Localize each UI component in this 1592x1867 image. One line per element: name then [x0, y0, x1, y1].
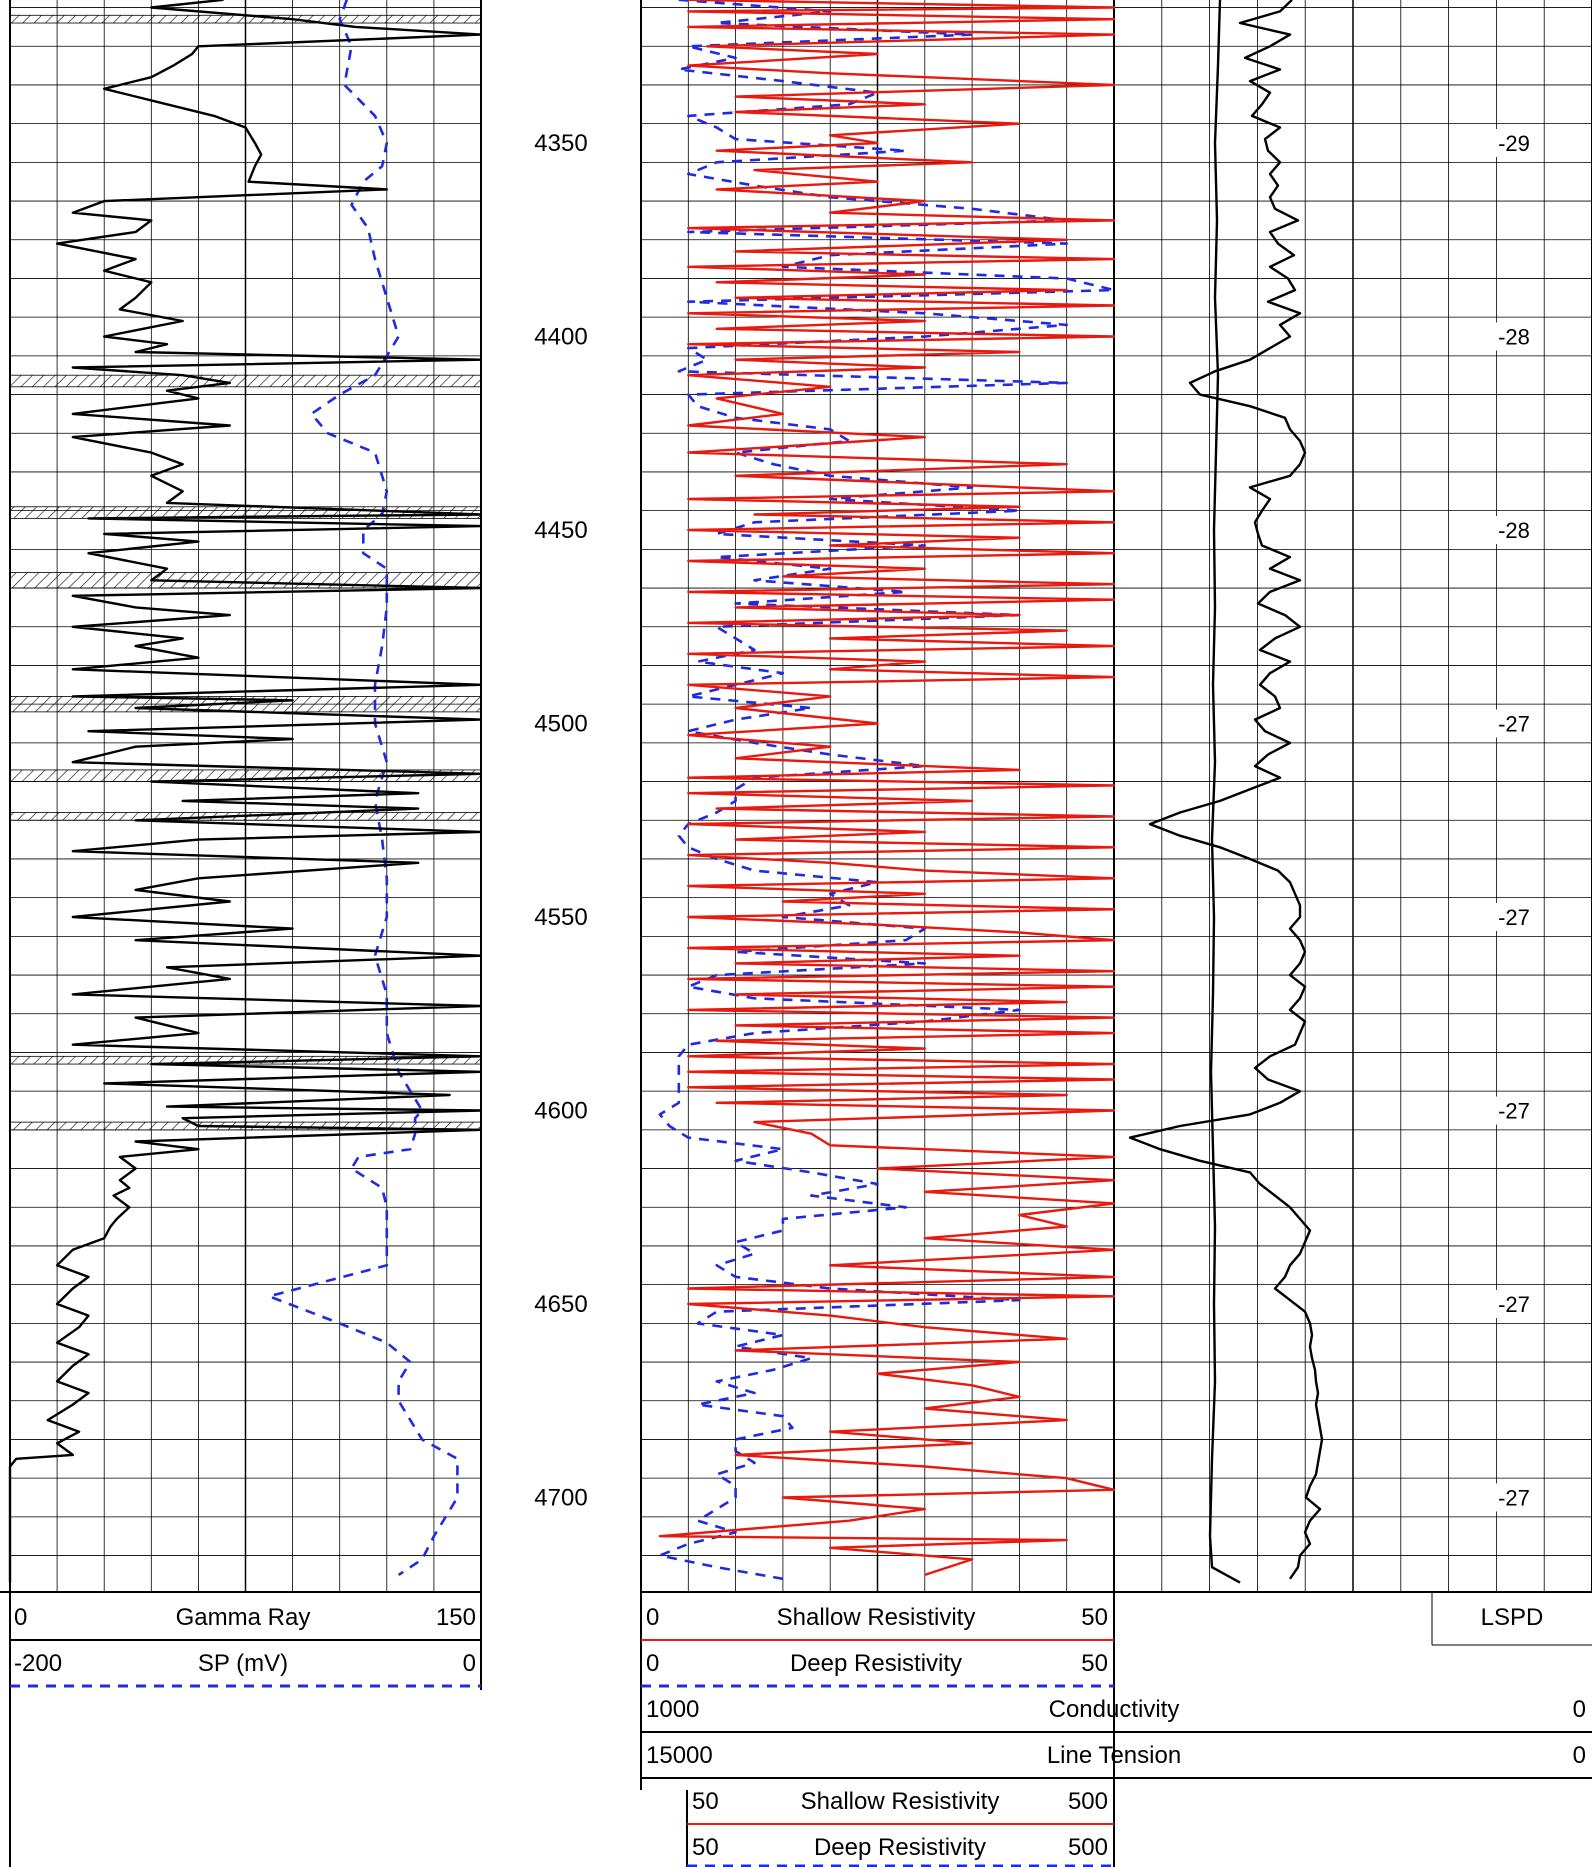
tension-curve: [1208, 0, 1241, 1584]
lspd-label-bg: [1494, 129, 1534, 157]
lspd-value-label: -27: [1498, 1099, 1530, 1124]
depth-label: 4650: [534, 1291, 587, 1318]
deep-res-2-title: Deep Resistivity: [814, 1834, 986, 1861]
depth-label: 4350: [534, 130, 587, 157]
track-4-grid: [1113, 0, 1592, 1592]
lspd-value-labels: -29 -28 -28 -27 -27 -27 -27 -27: [1494, 129, 1534, 1512]
lspd-value-label: -27: [1498, 712, 1530, 737]
lspd-value-label: -27: [1498, 905, 1530, 930]
curve-layer: [8, 0, 1324, 1584]
shallow-res-2-title: Shallow Resistivity: [801, 1788, 1000, 1815]
shallow-res-max: 50: [1081, 1604, 1108, 1631]
lspd-value-label: -27: [1498, 1486, 1530, 1511]
lspd-label-bg: [1494, 322, 1534, 351]
deep-res-min: 0: [646, 1650, 659, 1677]
depth-label: 4700: [534, 1485, 587, 1512]
sp-max: 0: [463, 1650, 476, 1677]
line-tension-max: 0: [1573, 1742, 1586, 1769]
lspd-value-label: -28: [1498, 518, 1530, 543]
track-1-grid: [9, 0, 482, 1592]
depth-label: 4550: [534, 904, 587, 931]
depth-label: 4600: [534, 1098, 587, 1125]
shallow-res-min: 0: [646, 1604, 659, 1631]
lspd-label-bg: [1494, 1290, 1534, 1318]
depth-axis-labels: 4350 4400 4450 4500 4550 4600 4650 4700: [534, 130, 587, 1512]
shallow-res-title: Shallow Resistivity: [777, 1604, 976, 1631]
log-header: 0 Gamma Ray 150 -200 SP (mV) 0 0 Shallow…: [0, 1591, 1592, 1867]
deep-res-title: Deep Resistivity: [790, 1650, 962, 1677]
lspd-label-bg: [1494, 903, 1534, 931]
lspd-value-label: -29: [1498, 131, 1530, 156]
conductivity-max: 0: [1573, 1696, 1586, 1723]
lspd-label-bg: [1494, 1096, 1534, 1125]
deep-resistivity-curve: [658, 0, 1116, 1581]
gamma-ray-min: 0: [14, 1604, 27, 1631]
depth-label: 4450: [534, 517, 587, 544]
shallow-res-2-max: 500: [1068, 1788, 1108, 1815]
line-tension-title: Line Tension: [1047, 1742, 1181, 1769]
lithology-band: [9, 769, 482, 782]
sp-min: -200: [14, 1650, 62, 1677]
conductivity-title: Conductivity: [1049, 1696, 1180, 1723]
lithology-band: [9, 1055, 482, 1065]
conductivity-min: 1000: [646, 1696, 699, 1723]
gamma-ray-max: 150: [436, 1604, 476, 1631]
depth-label: 4500: [534, 711, 587, 738]
deep-res-max: 50: [1081, 1650, 1108, 1677]
shallow-res-2-min: 50: [692, 1788, 719, 1815]
lspd-value-label: -28: [1498, 325, 1530, 350]
sp-title: SP (mV): [198, 1650, 288, 1677]
lspd-label-bg: [1494, 516, 1534, 544]
lspd-curve: [1128, 0, 1324, 1580]
lithology-band: [9, 374, 482, 388]
shallow-resistivity-curve: [658, 0, 1116, 1577]
lspd-label-bg: [1494, 709, 1534, 738]
grid-layer: [9, 0, 1592, 1592]
lspd-label-bg: [1494, 1483, 1534, 1512]
gamma-ray-title: Gamma Ray: [176, 1604, 311, 1631]
deep-res-2-max: 500: [1068, 1834, 1108, 1861]
gamma-ray-curve: [8, 0, 483, 1583]
lspd-title: LSPD: [1481, 1604, 1544, 1631]
line-tension-min: 15000: [646, 1742, 713, 1769]
deep-res-2-min: 50: [692, 1834, 719, 1861]
depth-label: 4400: [534, 324, 587, 351]
lspd-value-label: -27: [1498, 1292, 1530, 1317]
